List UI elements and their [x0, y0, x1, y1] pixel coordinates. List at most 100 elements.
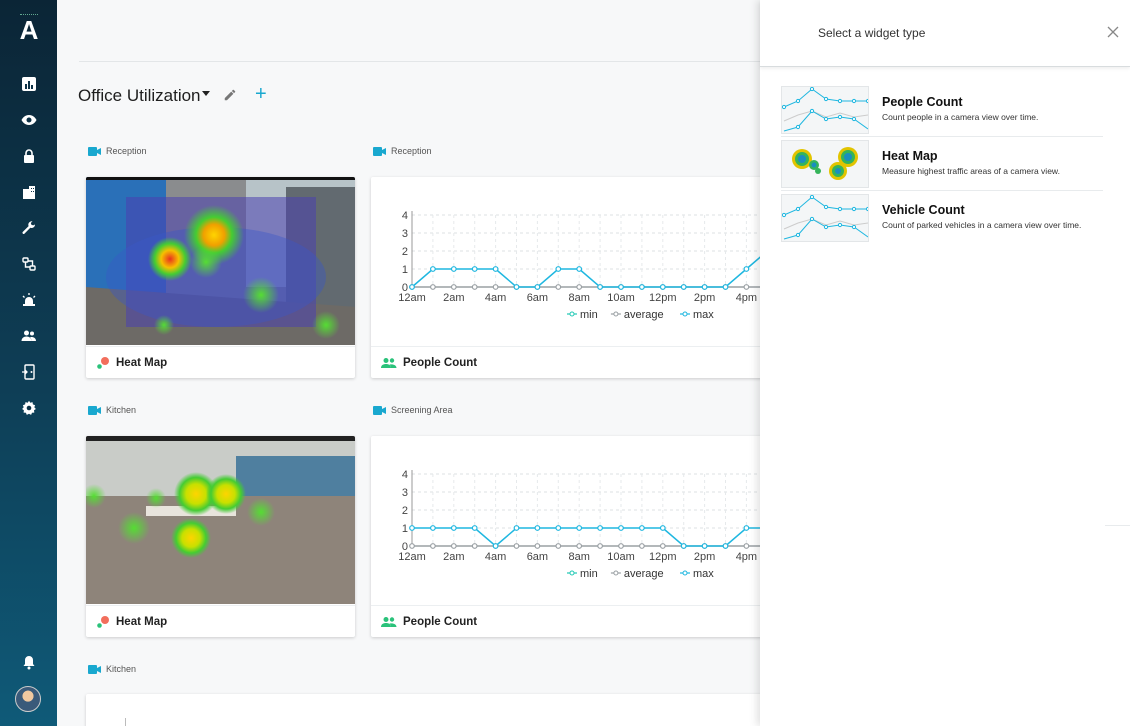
widget-option-description: Count of parked vehicles in a camera vie…: [882, 220, 1082, 230]
x-tick-label: 10am: [607, 292, 635, 304]
chevron-down-icon[interactable]: [202, 91, 210, 96]
heatmap-icon: [97, 615, 109, 628]
widget-option-vehicle-count[interactable]: Vehicle Count Count of parked vehicles i…: [781, 194, 1103, 246]
nav-alarms[interactable]: [0, 282, 57, 318]
x-tick-label: 4pm: [736, 292, 757, 304]
nav-access[interactable]: [0, 138, 57, 174]
heatmap-widget[interactable]: Heat Map: [86, 436, 355, 637]
user-avatar[interactable]: [15, 686, 41, 712]
widget-type-panel: Select a widget type People Count Count …: [760, 0, 1130, 726]
nav-doors[interactable]: [0, 354, 57, 390]
dashboard-title[interactable]: Office Utilization: [78, 86, 201, 105]
pencil-icon[interactable]: [223, 88, 237, 102]
people-count-widget[interactable]: 0 1 2 3 4 12am 2am 4am 6am 8am 10am 12pm 2pm 4pm min av…: [371, 177, 771, 378]
widget-title: Heat Map: [116, 615, 168, 628]
data-point-max: [450, 525, 457, 531]
data-point-max: [701, 543, 708, 549]
divider: [1105, 525, 1130, 526]
y-tick-label: 0: [402, 282, 408, 294]
legend-marker: [682, 570, 688, 576]
app-logo[interactable]: A: [0, 0, 57, 60]
camera-name: Kitchen: [106, 664, 137, 674]
alarm-icon: [22, 293, 35, 306]
logo-letter: A: [19, 14, 39, 45]
nav-analytics[interactable]: [0, 66, 57, 102]
data-point-max: [597, 525, 604, 531]
camera-icon: [88, 405, 101, 415]
eye-icon: [21, 115, 36, 125]
widget-option-title: People Count: [882, 95, 963, 109]
data-point-average: [639, 543, 645, 549]
data-point-max: [722, 284, 729, 290]
people-count-widget[interactable]: 0 1 2 3 4 12am 2am 4am 6am 8am 10am 12pm 2pm 4pm min av…: [371, 436, 771, 637]
nav-integrations[interactable]: [0, 246, 57, 282]
widget-footer: Heat Map: [86, 346, 355, 378]
widget-option-description: Count people in a camera view over time.: [882, 112, 1039, 122]
nav-tools[interactable]: [0, 210, 57, 246]
gear-icon: [21, 400, 36, 415]
data-point-average: [576, 543, 583, 549]
data-point-average: [743, 284, 750, 290]
data-point-average: [430, 284, 436, 290]
y-tick-label: 2: [402, 246, 408, 258]
data-point-average: [555, 284, 562, 290]
users-icon: [21, 330, 36, 341]
data-point-max: [576, 266, 583, 272]
y-tick-label: 3: [402, 228, 408, 240]
nav-video[interactable]: [0, 102, 57, 138]
data-point-max: [743, 525, 750, 531]
widget-footer: Heat Map: [86, 605, 355, 637]
sidebar: A: [0, 0, 57, 726]
nav-users[interactable]: [0, 318, 57, 354]
x-tick-label: 12pm: [649, 292, 677, 304]
widget-footer: People Count: [371, 346, 771, 378]
data-point-max: [680, 543, 687, 549]
nav-sites[interactable]: [0, 174, 57, 210]
door-icon: [21, 364, 35, 380]
axis-line: [125, 718, 126, 726]
legend-marker: [682, 311, 688, 317]
x-tick-label: 2am: [443, 551, 464, 563]
building-icon: [22, 186, 35, 199]
panel-header: Select a widget type: [760, 0, 1130, 67]
x-tick-label: 4pm: [736, 551, 757, 563]
data-point-max: [555, 525, 562, 531]
nav-notifications[interactable]: [0, 644, 57, 680]
close-icon[interactable]: [1107, 26, 1119, 38]
widget-option-description: Measure highest traffic areas of a camer…: [882, 166, 1060, 176]
heatmap-widget[interactable]: Heat Map: [86, 177, 355, 378]
x-tick-label: 8am: [568, 292, 589, 304]
widget-title: People Count: [403, 356, 478, 369]
widget-title: Heat Map: [116, 356, 168, 369]
x-tick-label: 6am: [527, 292, 548, 304]
partial-widget[interactable]: [86, 694, 776, 726]
camera-label: Kitchen: [88, 405, 136, 415]
data-point-max: [722, 543, 729, 549]
camera-label: Reception: [88, 146, 147, 156]
y-tick-label: 2: [402, 505, 408, 517]
data-point-max: [471, 266, 478, 272]
series-line-max: [412, 527, 768, 547]
widget-option-people-count[interactable]: People Count Count people in a camera vi…: [781, 86, 1103, 138]
legend-label: max: [693, 309, 714, 321]
legend-marker: [569, 570, 575, 576]
people-icon: [381, 357, 397, 368]
nav-settings[interactable]: [0, 390, 57, 426]
data-point-average: [597, 543, 604, 549]
widget-option-heat-map[interactable]: Heat Map Measure highest traffic areas o…: [781, 140, 1103, 192]
widget-title: People Count: [403, 615, 478, 628]
series-line-max: [411, 250, 768, 288]
camera-icon: [88, 664, 101, 674]
add-widget-button[interactable]: +: [255, 83, 267, 105]
data-point-max: [409, 284, 415, 290]
data-point-max: [534, 525, 541, 531]
heatmap-image: [86, 177, 355, 345]
data-point-average: [409, 543, 415, 549]
x-tick-label: 2am: [443, 292, 464, 304]
data-point-average: [618, 543, 624, 549]
lock-icon: [23, 149, 34, 163]
camera-label: Kitchen: [88, 664, 136, 674]
legend-label: max: [693, 568, 714, 580]
people-icon: [381, 616, 397, 627]
data-point-average: [450, 543, 457, 549]
